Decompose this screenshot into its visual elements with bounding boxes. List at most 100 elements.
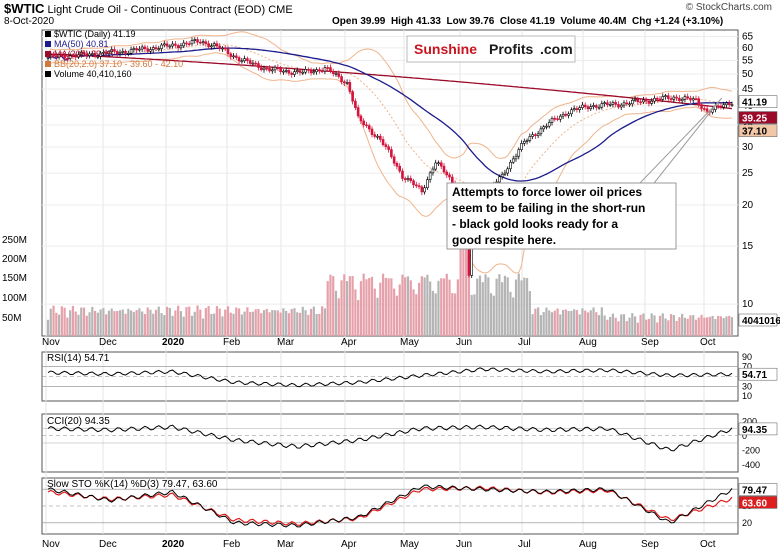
candle-body (151, 47, 155, 50)
candle-body (320, 70, 324, 73)
legend-swatch (45, 51, 51, 57)
x-label-top: Jun (456, 337, 472, 348)
badge-sto-k: 79.47 (742, 485, 767, 496)
volume-tick: 150M (2, 273, 27, 284)
volume-bar (694, 319, 698, 336)
volume-bar (354, 289, 357, 336)
volume-bar (334, 290, 338, 336)
badge-ma200-bg (738, 111, 778, 124)
candle-body (118, 51, 122, 55)
volume-bar (503, 275, 507, 336)
volume-bar (82, 307, 86, 336)
volume-bar (595, 312, 598, 336)
candle-body (129, 49, 133, 54)
candle-body (96, 56, 100, 58)
volume-bar (556, 308, 559, 336)
price-tick: 55 (742, 55, 754, 66)
price-tick: 20 (742, 200, 754, 211)
volume-bar (351, 276, 354, 336)
candle-body (658, 98, 662, 101)
volume-bar (584, 310, 587, 336)
candle-body (121, 50, 125, 53)
volume-bar (146, 307, 149, 336)
volume-bar (453, 293, 457, 336)
annotation-box: Attempts to force lower oil prices seem … (446, 97, 723, 250)
candle-body (650, 100, 653, 104)
volume-bar (373, 288, 376, 336)
volume-bar (260, 313, 263, 336)
candle-body (146, 48, 149, 52)
candle-body (556, 118, 559, 120)
volume-bar (182, 316, 185, 336)
volume-bar (622, 314, 626, 336)
volume-bar (625, 321, 628, 336)
badge-rsi-bg (738, 367, 778, 381)
volume-bar (124, 313, 127, 336)
volume-bar (420, 276, 423, 336)
volume-bar (406, 276, 410, 336)
candle-body (60, 54, 64, 57)
candle-body (107, 51, 111, 54)
x-label-bottom: May (400, 539, 419, 550)
volume-bar (553, 310, 556, 336)
candle-body (603, 102, 606, 104)
candle-body (337, 73, 341, 77)
volume-bar (365, 279, 368, 336)
volume-bar (550, 312, 554, 336)
volume-bar (451, 293, 454, 336)
volume-bar (210, 313, 213, 336)
x-label-bottom: Sep (641, 539, 659, 550)
volume-bar (440, 278, 443, 336)
candle-body (592, 105, 595, 108)
volume-bar (152, 313, 155, 336)
volume-bar (609, 316, 612, 336)
candle-body (700, 104, 703, 109)
candle-body (226, 48, 230, 55)
candle-body (199, 41, 202, 44)
badge-bblow: 37.10 (742, 127, 767, 138)
cci-label: CCI(20) 94.35 (47, 416, 110, 427)
candle-body (229, 53, 233, 57)
volume-bar (218, 308, 221, 336)
candle-body (614, 102, 617, 105)
volume-bar (653, 315, 656, 336)
volume-bar (384, 277, 387, 336)
volume-bar (287, 313, 291, 336)
candle-body (179, 45, 183, 49)
volume-tick: 50M (2, 313, 21, 324)
candle-body (547, 122, 551, 127)
volume-bar (395, 295, 399, 336)
volume-bar (656, 322, 659, 336)
volume-bar (509, 291, 512, 336)
volume-bar (573, 309, 576, 336)
candle-body (636, 98, 640, 103)
candle-body (215, 43, 219, 47)
badge-close-bg (738, 95, 778, 108)
candle-body (697, 98, 701, 105)
candle-body (221, 47, 224, 50)
volume-bar (434, 293, 437, 336)
candle-body (63, 54, 66, 59)
volume-bar (476, 278, 479, 336)
volume-bar (321, 306, 324, 336)
volume-bar (55, 312, 58, 336)
x-label-bottom: Mar (277, 539, 295, 550)
candle-body (542, 126, 545, 130)
candle-body (295, 70, 299, 72)
legend-entry: MA(200) 39.25 (54, 49, 114, 59)
candle-body (176, 45, 180, 49)
high-value: 41.33 (415, 16, 441, 27)
volume-bar (639, 314, 642, 336)
candle-body (298, 70, 302, 73)
candle-body (268, 67, 271, 72)
cci-tick: 0 (742, 431, 747, 441)
sto-tick: 20 (742, 518, 752, 528)
candle-body (647, 100, 651, 104)
volume-bar (498, 274, 501, 336)
volume-bar (423, 277, 426, 336)
volume-bar (193, 311, 196, 336)
candle-body (498, 176, 501, 183)
candle-body (653, 97, 656, 102)
volume-bar (376, 297, 379, 336)
volume-bar (681, 313, 684, 336)
